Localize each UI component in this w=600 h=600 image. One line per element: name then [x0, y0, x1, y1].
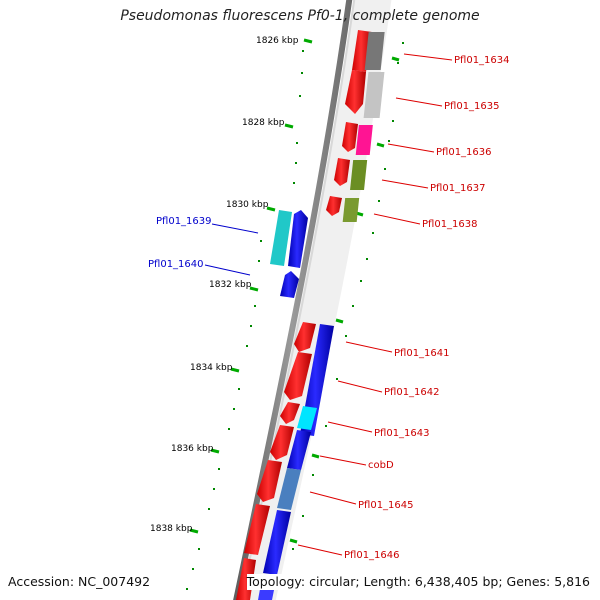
- gene-arrow-pfl01-1636[interactable]: [342, 122, 358, 152]
- gene-label-pfl01-1642[interactable]: Pfl01_1642: [384, 387, 440, 398]
- tick-label-1834: 1834 kbp: [190, 363, 233, 373]
- tick-mark-1836: [210, 448, 220, 454]
- gene-arrow-pfl01-1638[interactable]: [326, 196, 342, 216]
- gene-label-cobd[interactable]: cobD: [368, 460, 394, 471]
- leader-lines: [204, 53, 453, 556]
- tick-mark-1830: [266, 206, 276, 212]
- gene-box-pfl01-1635-gray[interactable]: [363, 72, 385, 118]
- gene-box-pfl01-1637-olive[interactable]: [350, 160, 368, 190]
- gene-arrow-pfl01-1645[interactable]: [257, 460, 282, 502]
- tick-label-1828: 1828 kbp: [242, 118, 285, 128]
- tick-mark-1826: [303, 38, 313, 44]
- gene-arrow-pfl01-1641[interactable]: [294, 322, 316, 352]
- tick-dots-outer: [186, 50, 304, 590]
- tick-mark-1838: [189, 528, 199, 534]
- gene-arrow-pfl01-1643[interactable]: [280, 402, 300, 424]
- tick-mark-1834: [230, 367, 240, 373]
- tick-labels: 1826 kbp 1828 kbp 1830 kbp 1832 kbp 1834…: [150, 36, 299, 534]
- gene-label-pfl01-1640[interactable]: Pfl01_1640: [148, 259, 204, 270]
- tick-label-1830: 1830 kbp: [226, 200, 269, 210]
- topology-text: Topology: circular; Length: 6,438,405 bp…: [246, 574, 590, 590]
- gene-label-pfl01-1637[interactable]: Pfl01_1637: [430, 183, 486, 194]
- accession-text: Accession: NC_007492: [8, 574, 151, 590]
- gene-box-pfl01-1634-gray[interactable]: [364, 32, 385, 70]
- gene-arrow-pfl01-1646[interactable]: [244, 504, 270, 555]
- gene-label-pfl01-1645[interactable]: Pfl01_1645: [358, 500, 414, 511]
- gene-label-pfl01-1635[interactable]: Pfl01_1635: [444, 101, 500, 112]
- tick-mark-1832: [249, 286, 259, 292]
- gene-arrow-pfl01-1637[interactable]: [334, 158, 350, 186]
- tick-label-1826: 1826 kbp: [256, 36, 299, 46]
- gene-arrow-pfl01-1640[interactable]: [280, 271, 299, 298]
- gene-box-pfl01-1643-cyan[interactable]: [297, 406, 317, 430]
- gene-arrow-pfl01-1639-blue[interactable]: [288, 210, 308, 268]
- tick-label-1832: 1832 kbp: [209, 280, 252, 290]
- gene-glyphs: [236, 30, 385, 600]
- tick-label-1838: 1838 kbp: [150, 524, 193, 534]
- gene-label-pfl01-1638[interactable]: Pfl01_1638: [422, 219, 478, 230]
- gene-label-pfl01-1641[interactable]: Pfl01_1641: [394, 348, 450, 359]
- gene-box-pfl01-1645-steel[interactable]: [277, 468, 301, 510]
- gene-label-pfl01-1634[interactable]: Pfl01_1634: [454, 55, 510, 66]
- tick-label-1836: 1836 kbp: [171, 444, 214, 454]
- gene-arrow-pfl01-1635[interactable]: [345, 70, 366, 114]
- gene-arrow-pfl01-1639[interactable]: [270, 210, 292, 266]
- gene-box-pfl01-1646-blue[interactable]: [263, 510, 291, 575]
- tick-mark-1828: [284, 123, 294, 129]
- map-title: Pseudomonas fluorescens Pf0-1, complete …: [120, 8, 480, 24]
- gene-box-cobd-blue[interactable]: [287, 430, 311, 470]
- gene-label-pfl01-1646[interactable]: Pfl01_1646: [344, 550, 400, 561]
- gene-arrow-cobd[interactable]: [270, 425, 294, 460]
- tick-dots-inner: [280, 42, 404, 580]
- gene-box-pfl01-1638-olive[interactable]: [342, 198, 360, 222]
- gene-box-pfl01-1636-pink[interactable]: [355, 125, 373, 155]
- gene-label-pfl01-1636[interactable]: Pfl01_1636: [436, 147, 492, 158]
- gene-labels: Pfl01_1634 Pfl01_1635 Pfl01_1636 Pfl01_1…: [148, 55, 510, 561]
- gene-label-pfl01-1639[interactable]: Pfl01_1639: [156, 216, 212, 227]
- gene-arrow-pfl01-1642[interactable]: [284, 352, 312, 400]
- gene-label-pfl01-1643[interactable]: Pfl01_1643: [374, 428, 430, 439]
